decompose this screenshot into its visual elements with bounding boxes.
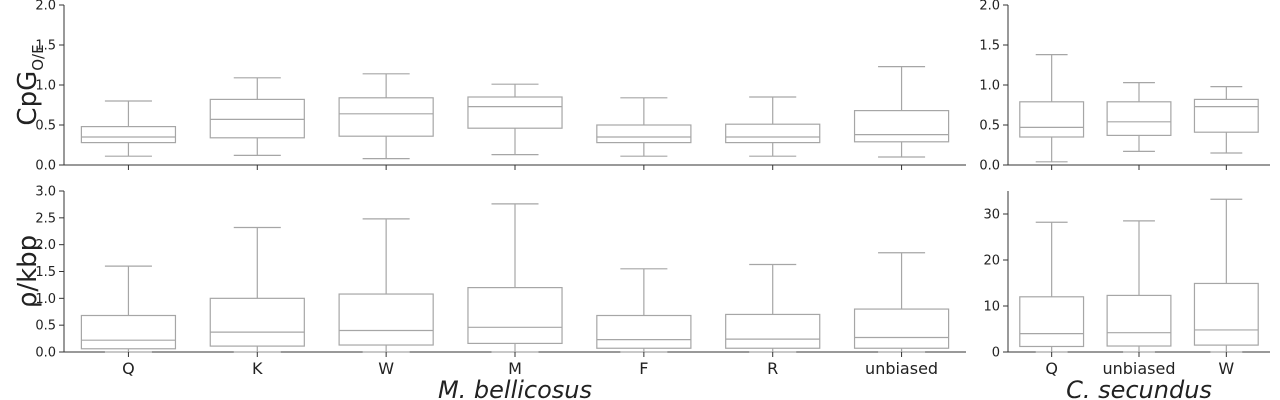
box-iqr — [1193, 282, 1259, 346]
x-tick-label: R — [767, 359, 778, 378]
x-axis-label: C. secundus — [1066, 376, 1212, 400]
panel-1: 0.0 0.5 1.0 1.5 2.0 — [979, 0, 1270, 174]
y-tick-label: 30 — [983, 208, 1000, 223]
x-axis-label: M. bellicosus — [438, 376, 592, 400]
y-tick-label: 1.0 — [35, 292, 56, 307]
x-tick-label: unbiased — [1102, 359, 1175, 378]
box-M — [467, 203, 563, 353]
box-unbiased — [1106, 220, 1172, 353]
box-iqr — [596, 314, 692, 349]
y-tick-label: 2.0 — [35, 238, 56, 253]
box-R — [725, 263, 821, 353]
box-iqr — [467, 96, 563, 129]
x-tick-label: W — [378, 359, 394, 378]
y-axis-label-subscript: O/E — [29, 44, 47, 70]
x-tick-label: K — [252, 359, 263, 378]
x-tick-label: W — [1218, 359, 1234, 378]
y-axis-label: CpGO/E — [13, 44, 47, 125]
y-axis-label-main: ρ/kbp — [13, 235, 43, 308]
box-iqr — [853, 308, 950, 349]
x-tick-label: Q — [122, 359, 135, 378]
box-R — [725, 96, 821, 157]
y-axis-label: ρ/kbp — [13, 235, 43, 308]
box-iqr — [1106, 101, 1172, 137]
box-Q — [1019, 221, 1085, 353]
box-iqr — [1019, 101, 1085, 138]
y-tick-label: 0.0 — [979, 159, 1000, 174]
box-iqr — [1019, 296, 1085, 348]
x-tick-label: F — [639, 359, 648, 378]
box-unbiased — [853, 252, 950, 353]
y-axis-label-main: CpG — [13, 71, 43, 126]
box-iqr — [725, 313, 821, 349]
y-tick-label: 0 — [992, 346, 1000, 361]
y-tick-label: 0.5 — [979, 119, 1000, 134]
box-W — [338, 73, 434, 160]
box-iqr — [338, 97, 434, 137]
box-W — [1193, 85, 1259, 154]
box-iqr — [1193, 98, 1259, 133]
y-tick-label: 2.0 — [979, 0, 1000, 14]
box-iqr — [80, 314, 177, 350]
box-iqr — [209, 297, 305, 347]
box-iqr — [1106, 294, 1172, 347]
x-tick-label: Q — [1045, 359, 1058, 378]
box-M — [467, 83, 563, 156]
y-tick-label: 1.5 — [35, 39, 56, 54]
box-iqr — [338, 293, 434, 346]
y-tick-label: 1.0 — [979, 79, 1000, 94]
box-unbiased — [853, 65, 950, 158]
x-tick-label: M — [508, 359, 522, 378]
y-tick-label: 1.0 — [35, 79, 56, 94]
y-tick-label: 2.5 — [35, 211, 56, 226]
box-W — [1193, 198, 1259, 353]
y-tick-label: 3.0 — [35, 185, 56, 200]
box-Q — [80, 100, 177, 157]
box-Q — [1019, 53, 1085, 163]
x-tick-label: unbiased — [865, 359, 938, 378]
box-unbiased — [1106, 81, 1172, 152]
y-tick-label: 1.5 — [979, 39, 1000, 54]
box-iqr — [467, 287, 563, 345]
y-tick-label: 0.5 — [35, 319, 56, 334]
box-iqr — [853, 109, 950, 143]
box-K — [209, 77, 305, 156]
box-iqr — [596, 124, 692, 144]
y-tick-label: 2.0 — [35, 0, 56, 14]
box-iqr — [725, 123, 821, 144]
y-tick-label: 10 — [983, 300, 1000, 315]
y-tick-label: 0.5 — [35, 119, 56, 134]
box-K — [209, 226, 305, 353]
box-iqr — [80, 125, 177, 144]
box-iqr — [209, 98, 305, 139]
panel-0: 0.0 0.5 1.0 1.5 2.0 CpGO/E — [13, 0, 966, 174]
y-tick-label: 0.0 — [35, 159, 56, 174]
y-tick-label: 20 — [983, 254, 1000, 269]
box-F — [596, 268, 692, 353]
box-W — [338, 218, 434, 353]
box-F — [596, 97, 692, 157]
y-tick-label: 1.5 — [35, 265, 56, 280]
panel-3: 0 10 20 30 Q unbiased W C. secundus — [983, 191, 1270, 400]
y-tick-label: 0.0 — [35, 346, 56, 361]
box-Q — [80, 265, 177, 353]
